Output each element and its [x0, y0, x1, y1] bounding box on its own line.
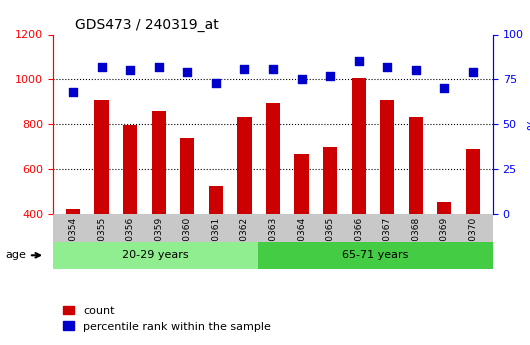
Text: GSM10354: GSM10354	[68, 217, 77, 266]
Bar	[351, 78, 366, 304]
Bar	[66, 209, 80, 304]
Point	[183, 69, 191, 75]
Point	[355, 59, 363, 64]
Point	[211, 80, 220, 86]
Bar	[437, 201, 452, 304]
Bar	[152, 111, 166, 304]
Point	[411, 68, 420, 73]
Text: 65-71 years: 65-71 years	[342, 250, 409, 260]
Bar	[180, 138, 195, 304]
FancyBboxPatch shape	[53, 241, 258, 269]
Point	[469, 69, 477, 75]
Text: GDS473 / 240319_at: GDS473 / 240319_at	[75, 18, 219, 32]
Bar	[294, 155, 308, 304]
Point	[154, 64, 163, 70]
FancyBboxPatch shape	[258, 241, 493, 269]
Point	[297, 77, 306, 82]
Point	[126, 68, 135, 73]
Text: GSM10362: GSM10362	[240, 217, 249, 266]
Text: GSM10364: GSM10364	[297, 217, 306, 266]
Bar	[94, 100, 109, 304]
Point	[440, 86, 448, 91]
Text: GSM10359: GSM10359	[154, 217, 163, 266]
Point	[326, 73, 334, 79]
Text: GSM10355: GSM10355	[97, 217, 106, 266]
Point	[69, 89, 77, 95]
Text: age: age	[5, 250, 40, 260]
Text: GSM10356: GSM10356	[126, 217, 135, 266]
Y-axis label: %: %	[526, 118, 530, 130]
Text: GSM10361: GSM10361	[211, 217, 220, 266]
Text: GSM10369: GSM10369	[440, 217, 449, 266]
Bar	[380, 100, 394, 304]
Bar	[466, 149, 480, 304]
Text: GSM10370: GSM10370	[469, 217, 478, 266]
Point	[383, 64, 392, 70]
Point	[269, 66, 277, 71]
Point	[240, 66, 249, 71]
Legend: count, percentile rank within the sample: count, percentile rank within the sample	[58, 301, 275, 336]
Text: GSM10366: GSM10366	[354, 217, 363, 266]
Text: GSM10367: GSM10367	[383, 217, 392, 266]
Bar	[209, 186, 223, 304]
Text: 20-29 years: 20-29 years	[122, 250, 189, 260]
Bar	[237, 117, 252, 304]
Text: GSM10368: GSM10368	[411, 217, 420, 266]
Bar	[323, 147, 337, 304]
Bar	[266, 103, 280, 304]
Text: GSM10363: GSM10363	[269, 217, 277, 266]
Text: GSM10365: GSM10365	[325, 217, 334, 266]
Bar	[409, 117, 423, 304]
Bar	[123, 125, 137, 304]
Point	[98, 64, 106, 70]
Text: GSM10360: GSM10360	[183, 217, 192, 266]
